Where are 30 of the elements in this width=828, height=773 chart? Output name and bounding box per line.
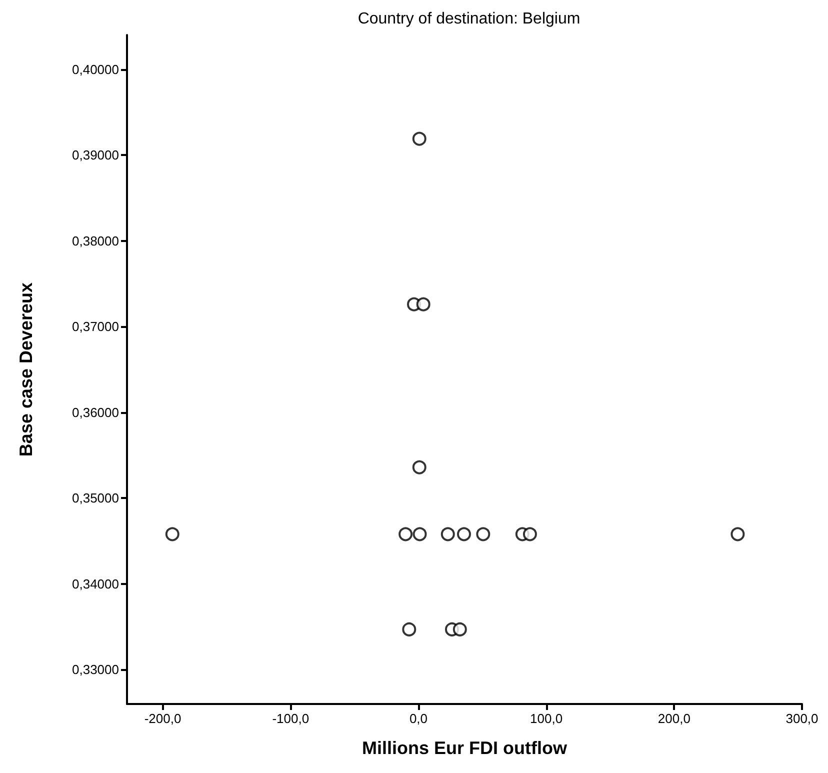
x-tick-label: 300,0 [786,711,818,726]
y-tick-label: 0,33000 [72,662,119,678]
point [476,527,490,542]
x-axis-title: Millions Eur FDI outflow [362,738,568,758]
y-tick-label: 0,34000 [72,576,119,592]
point [440,527,455,542]
y-tick-label: 0,38000 [72,233,119,248]
point [416,297,430,312]
point [402,622,416,636]
y-axis-title: Base case Devereux [16,282,36,457]
point [412,527,427,542]
x-tick-label: 200,0 [658,711,690,726]
point [522,527,537,542]
y-tick-label: 0,36000 [72,404,119,420]
y-tick-label: 0,39000 [72,148,119,163]
x-tick-label: 100,0 [530,711,563,726]
y-tick-label: 0,37000 [72,319,119,334]
point [457,527,471,542]
point [412,132,426,146]
point [412,460,426,474]
point [398,527,413,542]
y-tick-label: 0,40000 [72,62,119,77]
y-tick-label: 0,35000 [72,490,119,506]
point [452,622,467,636]
point [730,527,745,542]
point [165,527,180,542]
x-tick-label: -100,0 [272,711,310,726]
x-tick-label: -200,0 [144,711,182,726]
x-tick-label: 0,0 [409,711,428,726]
chart-title: Country of destination: Belgium [358,10,580,28]
